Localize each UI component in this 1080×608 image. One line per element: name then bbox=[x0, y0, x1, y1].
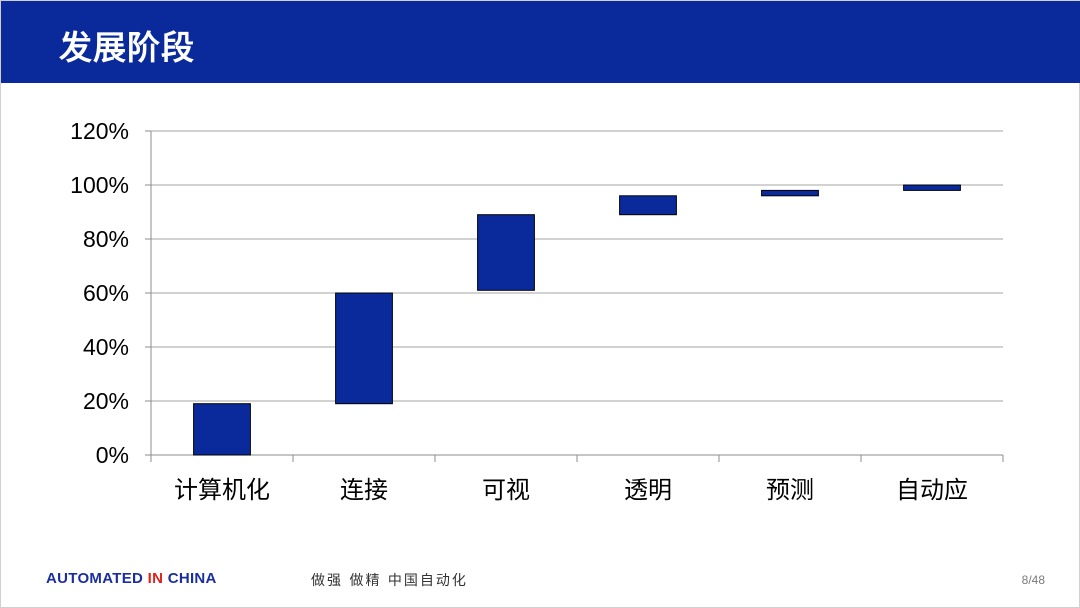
x-category-label: 可视 bbox=[482, 476, 530, 504]
x-category-label: 预测 bbox=[766, 476, 814, 504]
waterfall-chart: 0% 20% 40% 60% 80% 100% 120% 计算机化 连接 可视 透明 预测 自动应 bbox=[70, 118, 1004, 504]
brand-automated: AUTOMATED bbox=[46, 570, 144, 587]
bar bbox=[477, 214, 535, 291]
slide-title: 发展阶段 bbox=[59, 28, 195, 67]
x-category-label: 计算机化 bbox=[174, 476, 270, 504]
x-category-label: 透明 bbox=[624, 476, 672, 504]
bar bbox=[193, 403, 251, 456]
y-tick-label: 100% bbox=[70, 172, 129, 198]
y-tick-label: 0% bbox=[96, 442, 129, 468]
y-tick-label: 60% bbox=[83, 280, 129, 306]
y-tick-label: 40% bbox=[83, 334, 129, 360]
header-bar: 发展阶段 bbox=[1, 1, 1080, 83]
brand-china: CHINA bbox=[167, 570, 217, 587]
footer-brand: AUTOMATED IN CHINA bbox=[46, 570, 217, 587]
y-tick-label: 120% bbox=[70, 118, 129, 144]
bar bbox=[761, 189, 819, 197]
x-category-label: 连接 bbox=[340, 476, 388, 504]
page-number: 8/48 bbox=[1021, 573, 1045, 587]
bar bbox=[619, 195, 677, 216]
brand-in: IN bbox=[147, 570, 164, 587]
footer-slogan: 做强 做精 中国自动化 bbox=[311, 573, 468, 589]
y-tick-label: 20% bbox=[83, 388, 129, 414]
y-tick-label: 80% bbox=[83, 226, 129, 252]
bar bbox=[335, 292, 393, 405]
x-category-label: 自动应 bbox=[896, 476, 968, 504]
bar bbox=[903, 184, 961, 191]
